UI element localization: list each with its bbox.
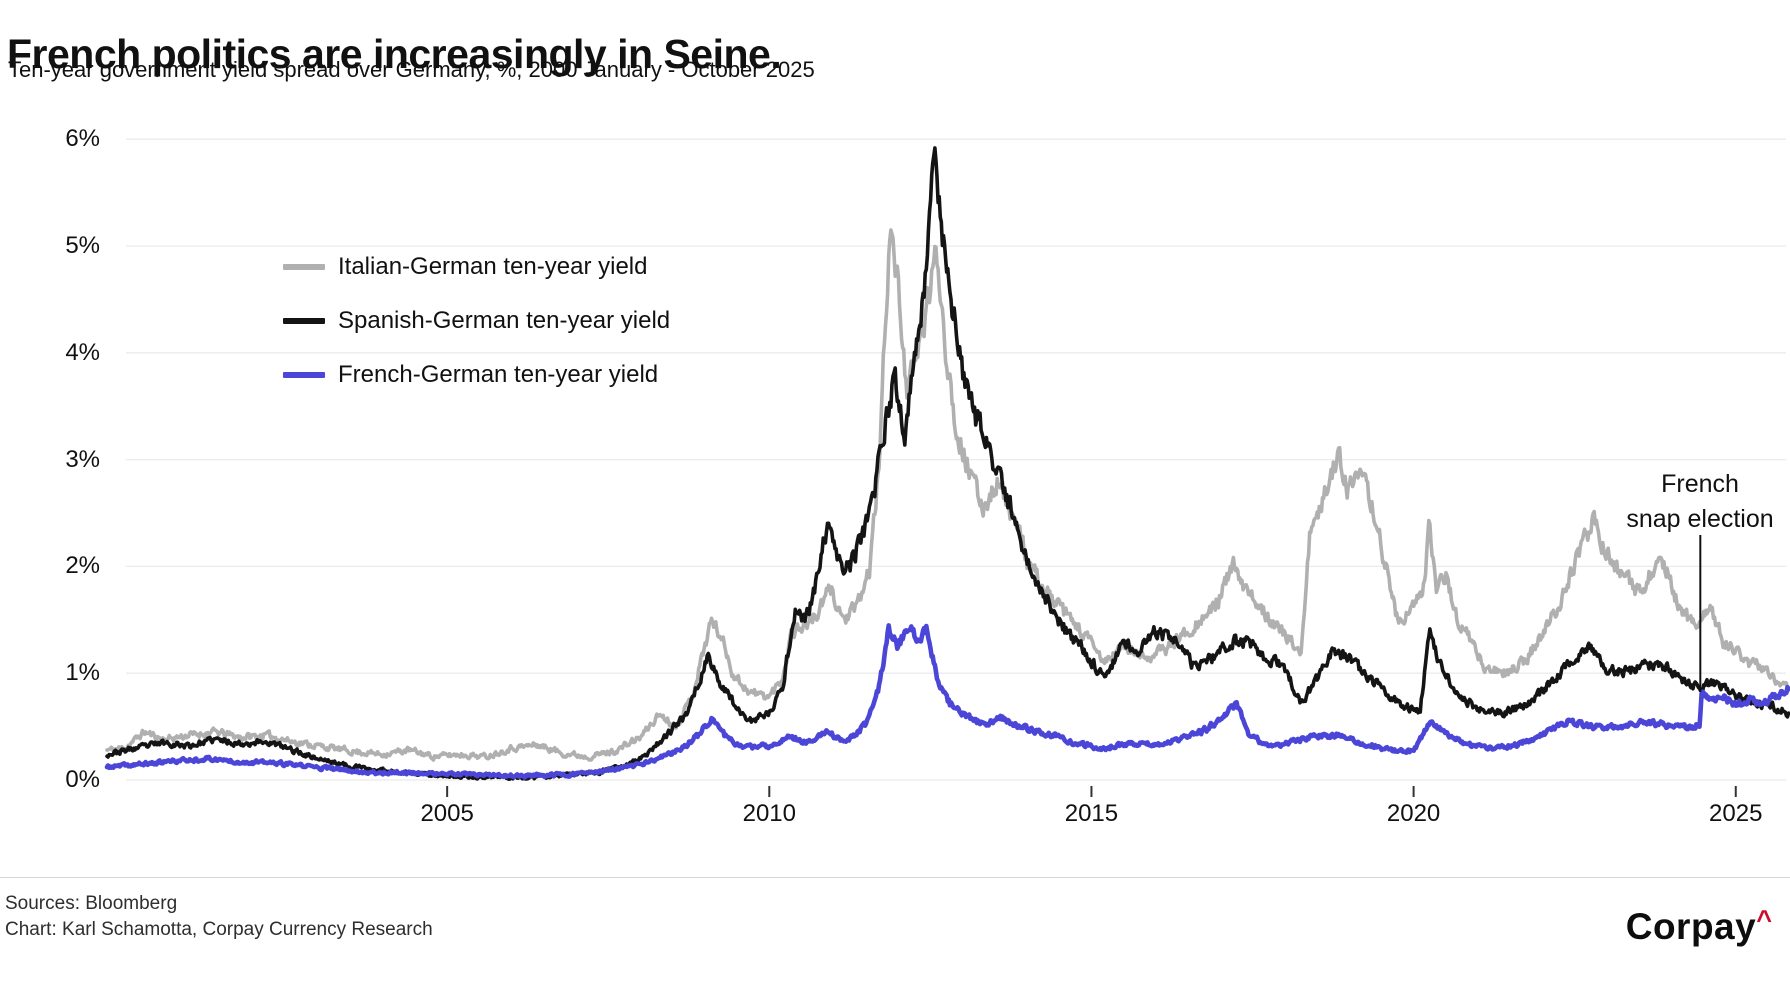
x-axis-label-2025: 2025 <box>1709 800 1763 827</box>
legend-item-0: Italian-German ten-year yield <box>283 253 648 280</box>
legend-swatch-2 <box>283 372 325 378</box>
y-axis-label-2%: 2% <box>65 552 100 580</box>
x-axis-label-2015: 2015 <box>1064 800 1119 827</box>
y-axis-label-4%: 4% <box>65 338 100 366</box>
corpay-logo-text: Corpay <box>1625 906 1757 947</box>
series-line-spanish <box>105 146 1790 781</box>
page-subtitle: Ten-year government yield spread over Ge… <box>8 57 815 82</box>
y-axis-label-5%: 5% <box>65 232 100 259</box>
footer-divider <box>0 877 1790 878</box>
x-axis-label-2005: 2005 <box>420 800 474 827</box>
x-axis-label-2020: 2020 <box>1386 800 1441 827</box>
corpay-logo: Corpay^ <box>1626 905 1772 948</box>
credit-text: Chart: Karl Schamotta, Corpay Currency R… <box>5 919 433 940</box>
legend-label-1: Spanish-German ten-year yield <box>338 307 671 334</box>
legend-label-2: French-German ten-year yield <box>338 361 659 388</box>
y-axis-label-6%: 6% <box>65 125 100 153</box>
sources-text: Sources: Bloomberg <box>5 893 178 914</box>
legend-item-1: Spanish-German ten-year yield <box>283 307 671 334</box>
y-axis-label-1%: 1% <box>65 659 100 687</box>
y-axis-label-0%: 0% <box>65 766 100 793</box>
x-axis-label-2010: 2010 <box>742 800 796 827</box>
page-title: French politics are increasingly in Sein… <box>7 31 782 78</box>
legend-swatch-0 <box>283 264 325 270</box>
y-axis-label-3%: 3% <box>65 445 100 473</box>
legend-swatch-1 <box>283 318 325 324</box>
series-line-italian <box>105 228 1790 762</box>
legend-item-2: French-German ten-year yield <box>283 361 659 388</box>
annotation-label-line1: French <box>1661 470 1739 498</box>
legend-label-0: Italian-German ten-year yield <box>338 253 648 280</box>
corpay-caret-icon: ^ <box>1756 905 1772 935</box>
annotation-label-line2: snap election <box>1626 505 1774 533</box>
series-line-french <box>104 623 1790 780</box>
